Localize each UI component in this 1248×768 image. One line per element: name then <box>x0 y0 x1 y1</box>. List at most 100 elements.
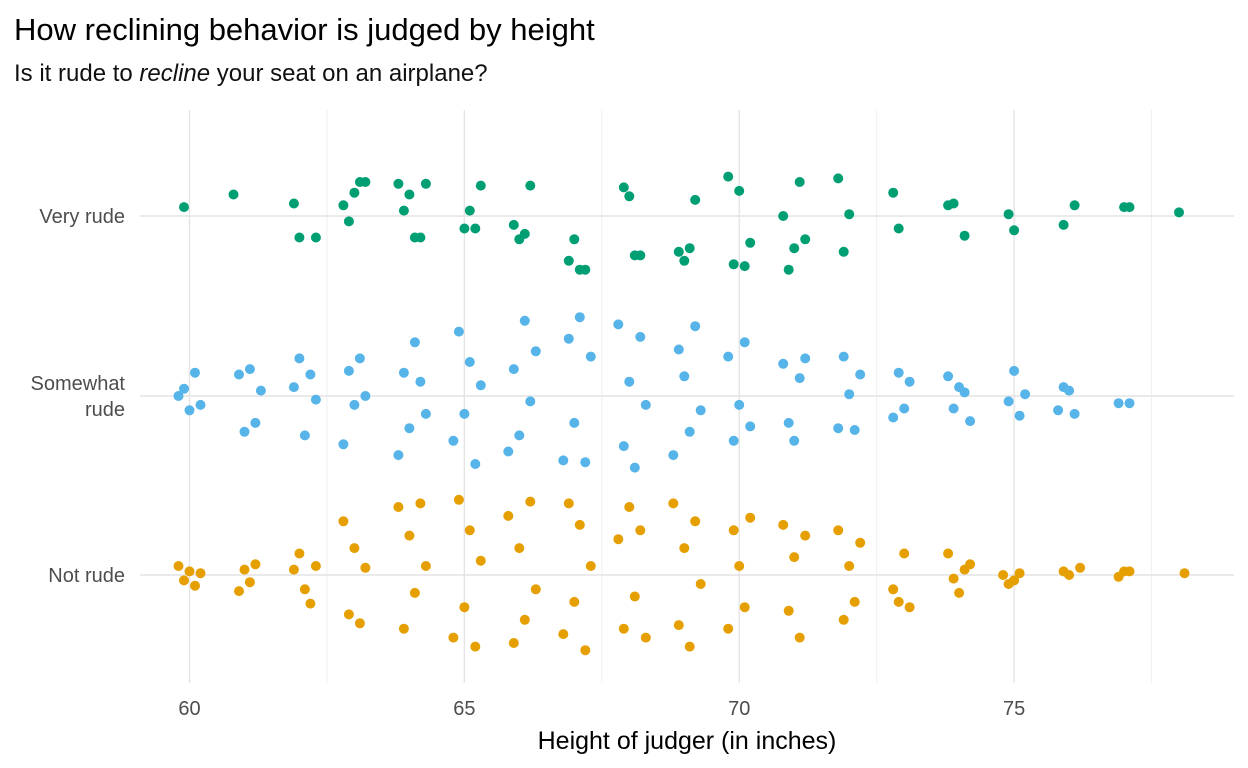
point-not-rude <box>569 596 580 607</box>
point-not-rude <box>508 638 519 648</box>
point-not-rude <box>783 605 794 616</box>
point-somewhat-rude <box>844 389 855 400</box>
point-not-rude <box>354 618 365 629</box>
point-somewhat-rude <box>398 367 409 378</box>
point-somewhat-rude <box>855 369 866 380</box>
point-not-rude <box>503 510 514 521</box>
point-not-rude <box>475 555 486 566</box>
point-somewhat-rude <box>459 408 470 419</box>
y-axis-ticks: Not rude Somewhat rude Very rude <box>31 206 126 587</box>
point-somewhat-rude <box>525 396 536 407</box>
point-not-rude <box>305 598 316 609</box>
chart-subtitle: Is it rude to recline your seat on an ai… <box>14 60 488 88</box>
point-somewhat-rude <box>838 351 849 362</box>
point-somewhat-rude <box>959 387 970 398</box>
point-somewhat-rude <box>1113 398 1124 409</box>
point-not-rude <box>525 496 536 507</box>
point-very-rude <box>618 182 629 193</box>
point-very-rude <box>360 177 371 187</box>
point-somewhat-rude <box>1064 385 1075 396</box>
point-not-rude <box>690 516 701 527</box>
point-not-rude <box>299 584 310 595</box>
point-not-rude <box>244 577 255 588</box>
point-not-rude <box>250 559 261 570</box>
point-somewhat-rude <box>673 344 684 355</box>
point-very-rude <box>310 232 321 243</box>
point-not-rude <box>888 584 899 595</box>
point-very-rude <box>393 178 404 189</box>
point-somewhat-rude <box>684 426 695 437</box>
y-tick-label: Somewhat <box>31 373 126 395</box>
point-not-rude <box>393 502 404 512</box>
point-somewhat-rude <box>695 405 706 416</box>
point-somewhat-rude <box>475 380 486 391</box>
y-tick-label: rude <box>85 399 125 421</box>
point-somewhat-rude <box>624 376 635 387</box>
point-very-rude <box>420 178 431 189</box>
point-very-rude <box>745 237 756 248</box>
point-somewhat-rude <box>343 365 354 376</box>
point-somewhat-rude <box>338 439 349 450</box>
point-somewhat-rude <box>778 358 789 369</box>
point-not-rude <box>789 552 800 563</box>
point-not-rude <box>294 548 305 559</box>
point-not-rude <box>343 609 354 620</box>
point-somewhat-rude <box>574 312 585 323</box>
point-very-rude <box>459 223 470 234</box>
point-very-rude <box>783 264 794 275</box>
point-not-rude <box>179 575 189 586</box>
point-not-rude <box>965 559 976 570</box>
point-not-rude <box>673 620 684 631</box>
point-not-rude <box>453 494 464 505</box>
point-very-rude <box>464 205 475 216</box>
point-not-rude <box>514 543 525 554</box>
point-somewhat-rude <box>519 315 530 326</box>
point-not-rude <box>558 629 569 640</box>
point-not-rude <box>563 498 574 509</box>
point-very-rude <box>415 232 426 243</box>
point-somewhat-rude <box>464 357 475 367</box>
point-somewhat-rude <box>503 446 514 457</box>
point-not-rude <box>574 519 585 530</box>
plot-grid <box>140 110 1234 683</box>
point-somewhat-rude <box>179 383 189 394</box>
point-not-rude <box>684 641 695 652</box>
point-not-rude <box>893 596 904 607</box>
point-not-rude <box>464 525 475 536</box>
point-very-rude <box>569 234 580 245</box>
point-not-rude <box>899 548 910 559</box>
x-tick-label: 70 <box>728 698 750 720</box>
point-somewhat-rude <box>580 457 591 468</box>
point-somewhat-rude <box>453 326 464 337</box>
point-not-rude <box>310 561 321 571</box>
point-not-rude <box>239 564 250 575</box>
point-not-rude <box>530 584 541 595</box>
point-not-rude <box>404 530 415 541</box>
point-not-rude <box>470 641 481 652</box>
point-somewhat-rude <box>1003 396 1014 407</box>
point-not-rude <box>695 579 706 589</box>
point-very-rude <box>343 216 354 227</box>
point-very-rude <box>888 187 899 198</box>
point-not-rude <box>948 573 959 584</box>
point-very-rude <box>838 246 849 257</box>
point-not-rude <box>833 525 844 536</box>
point-very-rude <box>475 180 486 191</box>
point-very-rude <box>734 185 745 196</box>
data-points <box>173 171 1190 656</box>
point-very-rude <box>1124 202 1135 213</box>
point-somewhat-rude <box>563 333 574 344</box>
point-somewhat-rude <box>888 412 899 423</box>
point-very-rude <box>1009 225 1020 236</box>
point-very-rude <box>624 191 635 202</box>
point-very-rude <box>959 230 970 241</box>
point-somewhat-rude <box>789 435 800 446</box>
point-somewhat-rude <box>794 373 805 384</box>
point-not-rude <box>679 543 690 554</box>
point-not-rude <box>459 602 470 613</box>
point-not-rude <box>855 537 866 548</box>
point-not-rude <box>195 568 206 579</box>
point-not-rude <box>723 623 734 634</box>
point-very-rude <box>673 246 684 257</box>
